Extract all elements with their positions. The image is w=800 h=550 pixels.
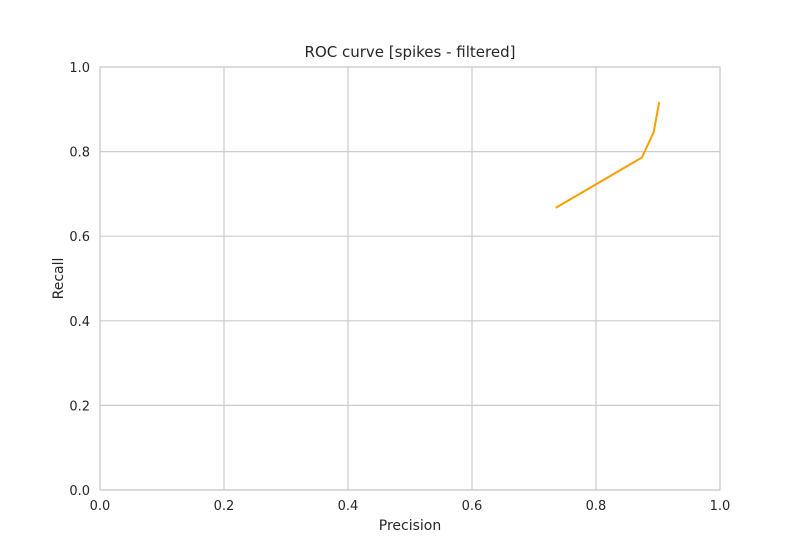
x-tick-label: 0.0 xyxy=(90,499,111,514)
y-tick-label: 0.6 xyxy=(69,230,90,245)
y-axis-label: Recall xyxy=(51,258,67,300)
series-layer xyxy=(555,101,661,209)
x-tick-label: 1.0 xyxy=(710,499,731,514)
y-tick-label: 1.0 xyxy=(69,61,90,76)
roc-series-line xyxy=(555,101,661,209)
x-axis-label: Precision xyxy=(379,518,441,534)
x-tick-label: 0.8 xyxy=(586,499,607,514)
y-tick-labels: 0.0 0.2 0.4 0.6 0.8 1.0 xyxy=(69,61,90,499)
y-tick-label: 0.0 xyxy=(69,484,90,499)
x-tick-label: 0.2 xyxy=(214,499,235,514)
x-tick-label: 0.4 xyxy=(338,499,359,514)
y-tick-label: 0.4 xyxy=(69,315,90,330)
y-tick-label: 0.2 xyxy=(69,399,90,414)
x-tick-labels: 0.0 0.2 0.4 0.6 0.8 1.0 xyxy=(90,499,731,514)
chart-title: ROC curve [spikes - filtered] xyxy=(305,43,516,61)
y-tick-label: 0.8 xyxy=(69,146,90,161)
x-tick-label: 0.6 xyxy=(462,499,483,514)
plot-frame xyxy=(99,66,721,491)
